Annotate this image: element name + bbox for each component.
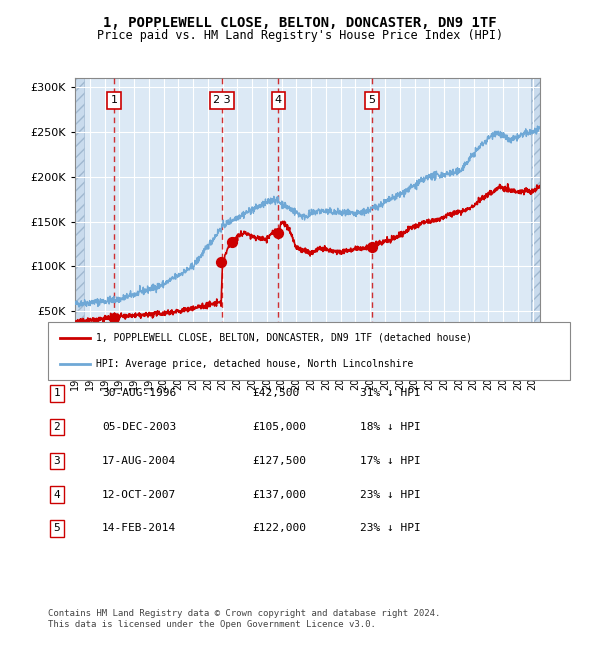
Point (367, 241, 377, 252)
Text: 18% ↓ HPI: 18% ↓ HPI (360, 422, 421, 432)
Text: 1: 1 (111, 96, 118, 105)
Bar (531, 78, 540, 356)
Point (217, 257, 226, 267)
Text: 12-OCT-2007: 12-OCT-2007 (102, 489, 176, 500)
Text: 3: 3 (53, 456, 61, 466)
Text: Contains HM Land Registry data © Crown copyright and database right 2024.: Contains HM Land Registry data © Crown c… (48, 608, 440, 618)
Text: 1, POPPLEWELL CLOSE, BELTON, DONCASTER, DN9 1TF: 1, POPPLEWELL CLOSE, BELTON, DONCASTER, … (103, 16, 497, 31)
Text: 05-DEC-2003: 05-DEC-2003 (102, 422, 176, 432)
Text: 5: 5 (368, 96, 376, 105)
Text: 30-AUG-1996: 30-AUG-1996 (102, 388, 176, 398)
Point (109, 313, 119, 323)
Bar (531, 78, 540, 356)
Point (227, 237, 237, 247)
Text: 2 3: 2 3 (213, 96, 231, 105)
Text: 1, POPPLEWELL CLOSE, BELTON, DONCASTER, DN9 1TF (detached house): 1, POPPLEWELL CLOSE, BELTON, DONCASTER, … (96, 333, 472, 343)
Text: 2: 2 (53, 422, 61, 432)
Text: 1: 1 (53, 388, 61, 398)
Text: 23% ↓ HPI: 23% ↓ HPI (360, 523, 421, 534)
Text: £122,000: £122,000 (252, 523, 306, 534)
Text: £137,000: £137,000 (252, 489, 306, 500)
Text: HPI: Average price, detached house, North Lincolnshire: HPI: Average price, detached house, Nort… (96, 359, 413, 369)
Text: 5: 5 (53, 523, 61, 534)
Text: This data is licensed under the Open Government Licence v3.0.: This data is licensed under the Open Gov… (48, 620, 376, 629)
Text: 23% ↓ HPI: 23% ↓ HPI (360, 489, 421, 500)
Text: 14-FEB-2014: 14-FEB-2014 (102, 523, 176, 534)
Text: 17% ↓ HPI: 17% ↓ HPI (360, 456, 421, 466)
Text: 17-AUG-2004: 17-AUG-2004 (102, 456, 176, 466)
Text: 4: 4 (53, 489, 61, 500)
Point (274, 228, 283, 239)
Text: £105,000: £105,000 (252, 422, 306, 432)
Text: 4: 4 (275, 96, 282, 105)
Bar (75, 78, 84, 356)
Text: Price paid vs. HM Land Registry's House Price Index (HPI): Price paid vs. HM Land Registry's House … (97, 29, 503, 42)
Text: 31% ↓ HPI: 31% ↓ HPI (360, 388, 421, 398)
Text: £127,500: £127,500 (252, 456, 306, 466)
Text: £42,500: £42,500 (252, 388, 299, 398)
Bar (75, 78, 84, 356)
